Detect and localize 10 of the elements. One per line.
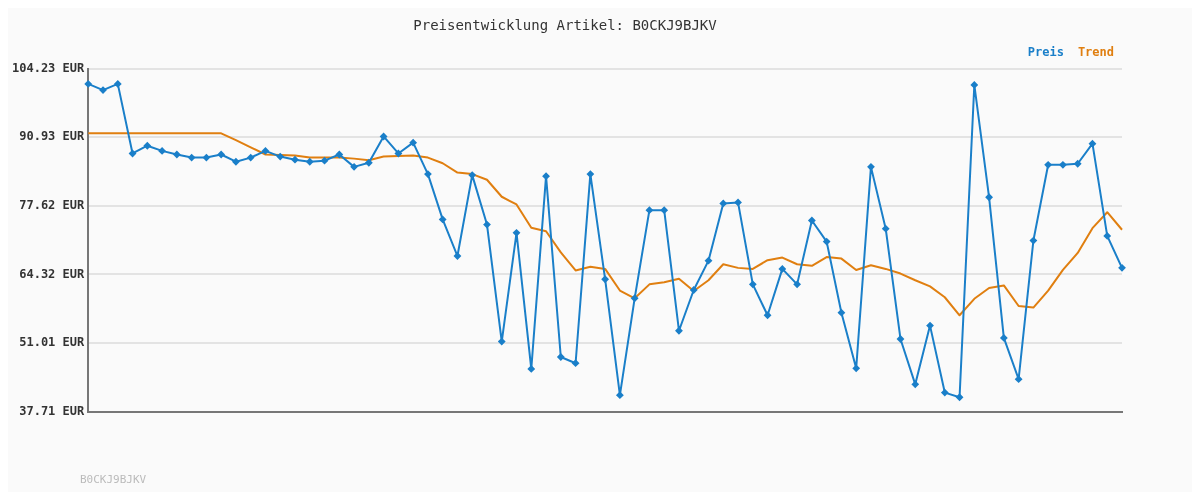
y-tick-label: 51.01 EUR [19, 335, 86, 350]
chart-title: Preisentwicklung Artikel: B0CKJ9BJKV [413, 17, 718, 34]
y-tick-label: 90.93 EUR [19, 129, 86, 144]
text: Trend [1077, 44, 1114, 59]
y-tick-label: 64.32 EUR [19, 266, 86, 281]
y-tick-label: 104.23 EUR [12, 60, 86, 75]
y-tick-label: 37.71 EUR [19, 403, 86, 418]
y-tick-label: 77.62 EUR [19, 198, 86, 213]
text: B0CKJ9BJKV [80, 473, 147, 486]
text: Preis [1027, 44, 1064, 59]
